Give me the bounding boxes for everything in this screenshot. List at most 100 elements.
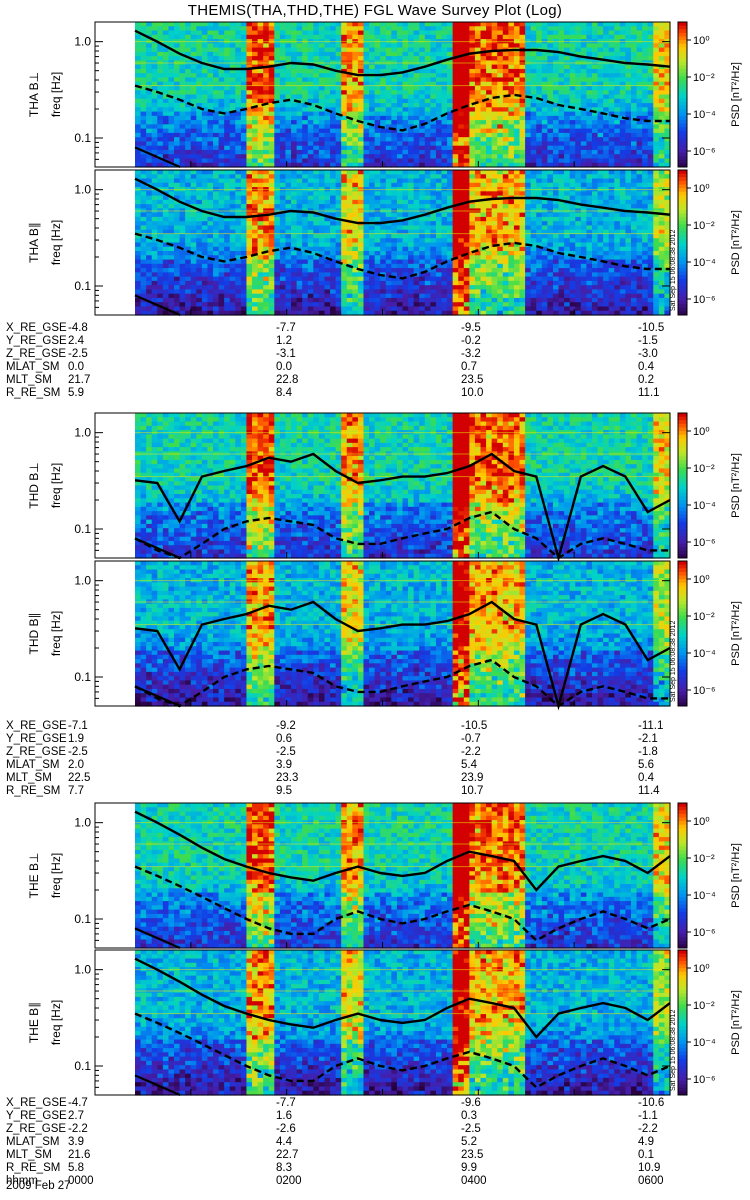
ephemeris-value: 0.6 [276,733,292,746]
ephemeris-value: 22.8 [276,374,298,387]
colorbar-tick-label: 10⁻⁴ [693,500,716,512]
ephemeris-param-label: R_RE_SM [6,785,60,798]
ephemeris-value: 10.9 [638,1162,660,1175]
colorbar-tick-label: 10⁰ [693,35,710,47]
colorbar-label: PSD [nT²/Hz] [730,601,742,666]
colorbar: 10⁰ 10⁻² 10⁻⁴ 10⁻⁶ PSD [nT²/Hz] [677,802,742,949]
ephemeris-value: 3.9 [276,759,292,772]
y-tick-label: 0.1 [74,670,91,684]
ephemeris-value: -2.5 [461,1123,481,1136]
ephemeris-row: MLT_SM 22.5 23.3 23.9 0.4 [6,772,746,785]
ephemeris-param-label: MLAT_SM [6,759,59,772]
timestamp-stamp: Sat Sep 15 06:08:38 2012 [670,230,677,311]
ephemeris-value: 0.7 [461,361,477,374]
y-axis-label: THE B⊥ [27,853,41,899]
y-axis-label: THD B∥ [27,613,41,655]
spectrogram-panel: 1.0 0.1 THD B⊥ freq [Hz] [27,412,671,563]
y-tick-label: 0.1 [74,279,91,293]
y-tick-label: 1.0 [74,574,91,588]
colorbar-tick-label: 10⁻² [693,72,715,84]
ephemeris-value: 10.7 [461,785,483,798]
colorbar-tick-label: 10⁻⁶ [693,1074,716,1086]
colorbar-tick-label: 10⁻⁴ [693,1037,716,1049]
colorbar-tick-label: 10⁻⁶ [693,537,716,549]
ephemeris-param-label: X_RE_GSE [6,322,67,335]
ephemeris-param-label: Y_RE_GSE [6,335,67,348]
y-tick-label: 0.1 [74,522,91,536]
colorbar: 10⁰ 10⁻² 10⁻⁴ 10⁻⁶ PSD [nT²/Hz] [677,412,742,559]
ephemeris-value: -7.7 [276,322,296,335]
y-axis-label: THA B∥ [27,222,41,263]
colorbar-tick-label: 10⁻⁴ [693,257,716,269]
ephemeris-value: -1.8 [638,746,658,759]
ephemeris-value: -1.5 [638,335,658,348]
solid-frequency-line [134,29,671,77]
ephemeris-value: 0.3 [461,1110,477,1123]
ephemeris-value: -3.1 [276,348,296,361]
ephemeris-value: 2.7 [68,1110,84,1123]
ephemeris-value: 9.5 [276,785,292,798]
ephemeris-row: MLAT_SM 0.0 0.0 0.7 0.4 [6,361,746,374]
ephemeris-value: 22.5 [68,772,90,785]
ephemeris-param-label: Z_RE_GSE [6,348,66,361]
ephemeris-param-label: Y_RE_GSE [6,1110,67,1123]
y-axis-unit-label: freq [Hz] [49,853,63,898]
ephemeris-value: 0.4 [638,772,654,785]
timestamp-stamp: Sat Sep 15 06:08:38 2012 [670,1010,677,1091]
colorbar-tick-label: 10⁰ [693,963,710,975]
ephemeris-row: Y_RE_GSE 2.7 1.6 0.3 -1.1 [6,1110,746,1123]
ephemeris-value: -2.1 [638,733,658,746]
ephemeris-param-label: MLAT_SM [6,361,59,374]
ephemeris-value: -2.5 [68,348,88,361]
ephemeris-value: 22.7 [276,1149,298,1162]
colorbar-tick-label: 10⁻⁴ [693,890,716,902]
colorbar-label: PSD [nT²/Hz] [730,843,742,908]
ephemeris-value: -4.7 [68,1097,88,1110]
y-tick-label: 1.0 [74,963,91,977]
y-tick-label: 0.1 [74,912,91,926]
ephemeris-row: MLT_SM 21.7 22.8 23.5 0.2 [6,374,746,387]
ephemeris-row: Z_RE_GSE -2.5 -3.1 -3.2 -3.0 [6,348,746,361]
ephemeris-param-label: MLAT_SM [6,1136,59,1149]
ephemeris-value: 8.4 [276,387,292,400]
spectrogram-panel: 1.0 0.1 THD B∥ freq [Hz] [27,560,671,711]
colorbar-tick-label: 10⁻² [693,220,715,232]
y-axis-unit-label: freq [Hz] [49,1000,63,1045]
ephemeris-value: 7.7 [68,785,84,798]
ephemeris-value: 1.2 [276,335,292,348]
ephemeris-value: 5.6 [638,759,654,772]
ephemeris-value: -10.6 [638,1097,664,1110]
ephemeris-row: R_RE_SM 7.7 9.5 10.7 11.4 [6,785,746,798]
ephemeris-value: 23.9 [461,772,483,785]
colorbar-tick-label: 10⁰ [693,426,710,438]
y-tick-label: 1.0 [74,816,91,830]
colorbar-tick-label: 10⁻² [693,1000,715,1012]
spectrogram-panel: 1.0 0.1 THE B∥ freq [Hz] [27,949,671,1097]
y-tick-label: 1.0 [74,183,91,197]
ephemeris-value: 0400 [461,1175,487,1188]
ephemeris-value: 0600 [638,1175,664,1188]
colorbar-tick-label: 10⁻⁴ [693,648,716,660]
y-axis-unit-label: freq [Hz] [49,611,63,656]
ephemeris-value: -9.2 [276,720,296,733]
y-axis-label: THA B⊥ [27,72,41,117]
y-axis-label: THD B⊥ [27,462,41,508]
ephemeris-value: 5.9 [68,387,84,400]
ephemeris-value: -2.6 [276,1123,296,1136]
ephemeris-value: -9.5 [461,322,481,335]
colorbar-label: PSD [nT²/Hz] [730,453,742,518]
colorbar-tick-label: 10⁻⁶ [693,927,716,939]
colorbar-tick-label: 10⁻² [693,611,715,623]
y-tick-label: 1.0 [74,426,91,440]
y-tick-label: 0.1 [74,131,91,145]
solid-frequency-line [134,600,671,711]
spectrogram-panel: 1.0 0.1 THA B∥ freq [Hz] [27,169,671,317]
ephemeris-value: 9.9 [461,1162,477,1175]
ephemeris-table-the: X_RE_GSE -4.7 -7.7 -9.6 -10.6 Y_RE_GSE 2.7 1.6 0… [6,1097,746,1188]
ephemeris-value: 0200 [276,1175,302,1188]
colorbar-tick-label: 10⁻⁴ [693,109,716,121]
ephemeris-value: -9.6 [461,1097,481,1110]
dashed-frequency-line [134,232,670,280]
ephemeris-row: Z_RE_GSE -2.5 -2.5 -2.2 -1.8 [6,746,746,759]
solid-frequency-line [134,177,671,225]
